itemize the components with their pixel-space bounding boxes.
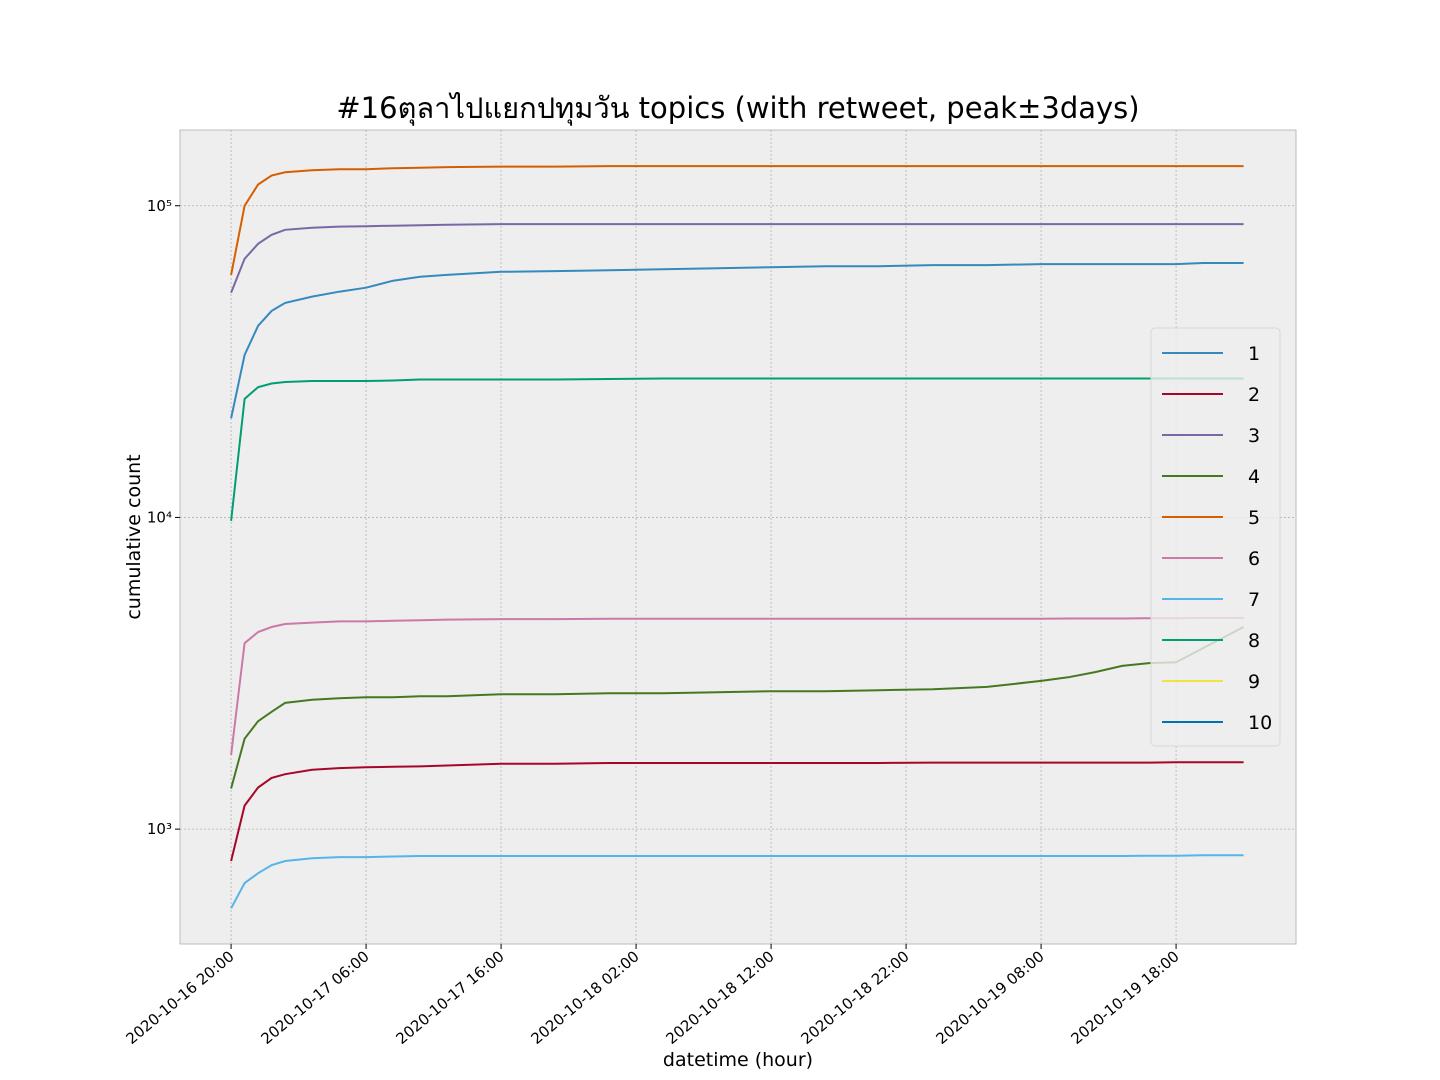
x-tick-label: 2020-10-18 22:00: [798, 947, 913, 1048]
y-tick-label: 10³: [147, 820, 172, 838]
legend-label: 6: [1248, 548, 1260, 570]
legend-label: 8: [1248, 630, 1260, 652]
x-tick-label: 2020-10-18 12:00: [663, 947, 778, 1048]
x-tick-label: 2020-10-16 20:00: [123, 947, 238, 1048]
legend-label: 7: [1248, 589, 1260, 611]
series-line: [230, 223, 1244, 294]
x-tick-label: 2020-10-19 08:00: [933, 947, 1048, 1048]
y-axis-label: cumulative count: [123, 454, 145, 619]
legend-label: 9: [1248, 671, 1260, 693]
grid: [180, 130, 1296, 944]
x-axis-label: datetime (hour): [663, 1049, 813, 1071]
plot-area: [179, 129, 1297, 945]
legend-label: 3: [1248, 425, 1260, 447]
legend-label: 2: [1248, 384, 1260, 406]
series-line: [230, 616, 1244, 756]
series-line: [230, 377, 1244, 522]
series-line: [230, 165, 1244, 276]
series-line: [230, 854, 1244, 909]
legend-label: 10: [1248, 712, 1272, 734]
legend-label: 5: [1248, 507, 1260, 529]
series-line: [230, 761, 1244, 862]
y-tick-label: 10⁵: [147, 197, 172, 215]
lines: [230, 165, 1245, 909]
series-line: [230, 262, 1244, 419]
x-tick-label: 2020-10-17 16:00: [393, 947, 508, 1048]
legend-label: 4: [1248, 466, 1260, 488]
x-tick-label: 2020-10-18 02:00: [528, 947, 643, 1048]
chart-title: #16ตุลาไปแยกปทุมวัน topics (with retweet…: [336, 91, 1139, 126]
x-tick-label: 2020-10-17 06:00: [258, 947, 373, 1048]
x-tick-label: 2020-10-19 18:00: [1068, 947, 1183, 1048]
y-tick-label: 10⁴: [147, 508, 172, 526]
legend: 1 2 3 4 5 6 7 8 9 10: [1150, 327, 1281, 747]
legend-box: [1150, 327, 1281, 747]
series-line: [230, 626, 1245, 789]
legend-label: 1: [1248, 343, 1260, 365]
